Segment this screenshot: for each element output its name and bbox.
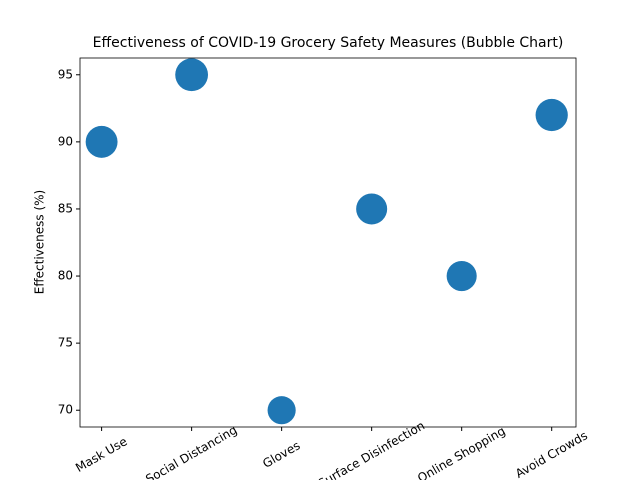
x-tick-label: Mask Use [73, 434, 129, 475]
bubble [175, 58, 209, 92]
bubble [446, 261, 477, 292]
x-tick-label: Online Shopping [415, 424, 508, 480]
bubble [356, 193, 388, 225]
bubble [267, 396, 296, 425]
y-axis-label: Effectiveness (%) [33, 190, 47, 294]
y-tick-label: 70 [58, 403, 73, 417]
y-tick-label: 75 [58, 336, 73, 350]
x-tick-label: Avoid Crowds [513, 428, 590, 480]
chart-title: Effectiveness of COVID-19 Grocery Safety… [93, 35, 564, 51]
bubble [535, 98, 568, 132]
y-tick-label: 95 [58, 67, 73, 81]
x-tick-label: Gloves [260, 438, 302, 470]
bubble [85, 125, 118, 158]
plot-frame [79, 57, 577, 428]
y-tick-label: 80 [58, 269, 73, 283]
y-tick-label: 90 [58, 134, 73, 148]
y-tick-label: 85 [58, 201, 73, 215]
x-tick-label: Social Distancing [143, 423, 239, 480]
